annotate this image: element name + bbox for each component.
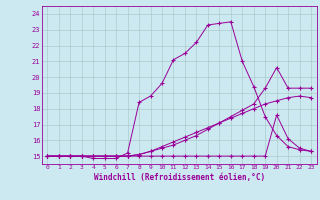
X-axis label: Windchill (Refroidissement éolien,°C): Windchill (Refroidissement éolien,°C) (94, 173, 265, 182)
